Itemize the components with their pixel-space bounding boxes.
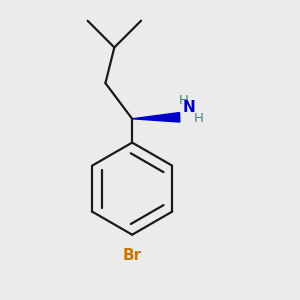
Text: H: H — [194, 112, 204, 125]
Text: N: N — [183, 100, 195, 115]
Text: H: H — [178, 94, 188, 107]
Text: Br: Br — [123, 248, 142, 263]
Polygon shape — [132, 112, 180, 122]
